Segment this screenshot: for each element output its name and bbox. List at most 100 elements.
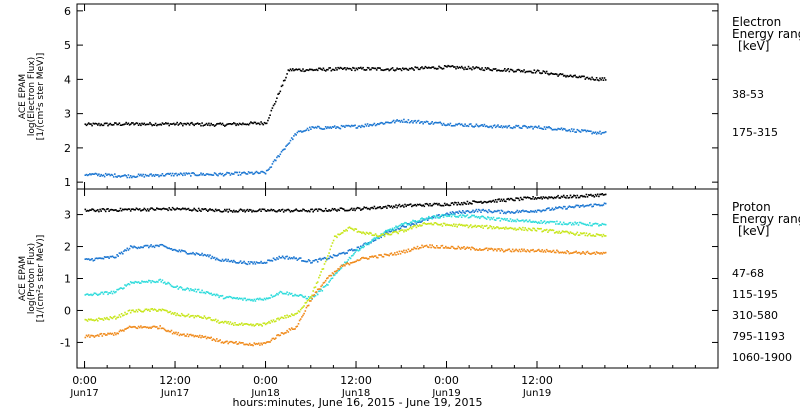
data-point xyxy=(373,122,376,125)
data-point xyxy=(482,201,484,204)
data-point xyxy=(565,129,567,132)
data-point xyxy=(295,134,297,136)
data-point xyxy=(217,209,219,211)
data-point xyxy=(90,334,92,337)
data-point xyxy=(589,77,591,80)
data-point xyxy=(91,294,93,297)
data-point xyxy=(532,210,534,213)
data-point xyxy=(442,214,445,216)
data-point xyxy=(207,173,209,175)
data-point xyxy=(217,340,219,343)
data-point xyxy=(132,208,134,210)
data-point xyxy=(112,176,115,178)
data-point xyxy=(457,224,460,226)
data-point xyxy=(570,224,573,226)
data-point xyxy=(234,297,236,299)
data-point xyxy=(538,125,540,127)
data-point xyxy=(382,233,385,236)
data-point xyxy=(473,214,475,217)
data-point xyxy=(238,297,241,299)
data-point xyxy=(276,97,278,99)
data-point xyxy=(431,204,433,207)
data-point xyxy=(590,78,592,81)
data-point xyxy=(119,316,122,318)
data-point xyxy=(392,205,395,208)
data-point xyxy=(212,293,215,296)
data-point xyxy=(260,323,262,326)
data-point xyxy=(447,215,449,217)
data-point xyxy=(156,310,158,312)
data-point xyxy=(531,210,533,213)
data-point xyxy=(389,122,392,124)
data-point xyxy=(93,209,96,212)
data-point xyxy=(494,126,497,129)
data-point xyxy=(176,207,178,209)
data-point xyxy=(506,69,508,71)
data-point xyxy=(548,196,550,198)
data-point xyxy=(406,68,409,71)
data-point xyxy=(218,340,220,342)
data-point xyxy=(468,246,471,249)
data-point xyxy=(361,257,363,259)
x-tick-label: 0:00 xyxy=(72,374,97,387)
data-point xyxy=(603,193,606,196)
data-point xyxy=(196,210,199,212)
data-point xyxy=(219,321,221,324)
data-point xyxy=(570,196,573,199)
data-point xyxy=(450,202,453,204)
data-point xyxy=(222,322,225,324)
data-point xyxy=(328,281,330,283)
data-point xyxy=(315,292,318,294)
data-point xyxy=(589,222,591,224)
data-point xyxy=(110,173,113,176)
data-point xyxy=(261,208,263,210)
data-point xyxy=(157,327,159,330)
data-point xyxy=(470,67,472,70)
data-point xyxy=(330,245,333,247)
data-point xyxy=(441,68,444,70)
data-point xyxy=(245,173,248,175)
data-point xyxy=(508,211,511,213)
data-point xyxy=(500,198,503,201)
data-point xyxy=(131,122,133,124)
data-point xyxy=(246,208,249,211)
data-point xyxy=(328,67,330,69)
data-point xyxy=(173,331,175,334)
data-point xyxy=(481,209,483,211)
data-point xyxy=(315,259,318,261)
data-point xyxy=(425,202,428,205)
data-point xyxy=(135,176,138,178)
data-point xyxy=(108,210,110,212)
data-point xyxy=(255,123,258,125)
data-point xyxy=(377,123,379,125)
data-point xyxy=(560,206,563,209)
data-point xyxy=(204,316,207,319)
data-point xyxy=(395,225,397,228)
data-point xyxy=(420,221,422,223)
data-point xyxy=(244,297,246,300)
data-point xyxy=(90,258,92,261)
data-point xyxy=(169,172,172,175)
data-point xyxy=(230,259,233,262)
data-point xyxy=(199,254,201,256)
data-point xyxy=(290,210,293,212)
data-point xyxy=(561,129,564,131)
y-tick-label: 0 xyxy=(64,304,71,317)
data-point xyxy=(506,218,508,220)
data-point xyxy=(504,250,506,253)
data-point xyxy=(199,334,201,337)
data-point xyxy=(320,127,322,130)
data-point xyxy=(470,211,472,214)
data-point xyxy=(585,204,588,207)
data-point xyxy=(438,214,440,216)
data-point xyxy=(417,221,420,223)
data-point xyxy=(294,293,296,296)
data-point xyxy=(110,317,113,319)
data-point xyxy=(373,237,376,239)
data-point xyxy=(521,198,523,201)
data-point xyxy=(361,124,363,127)
data-point xyxy=(151,124,153,127)
data-point xyxy=(298,319,301,322)
data-point xyxy=(458,246,461,249)
data-point xyxy=(567,129,570,132)
